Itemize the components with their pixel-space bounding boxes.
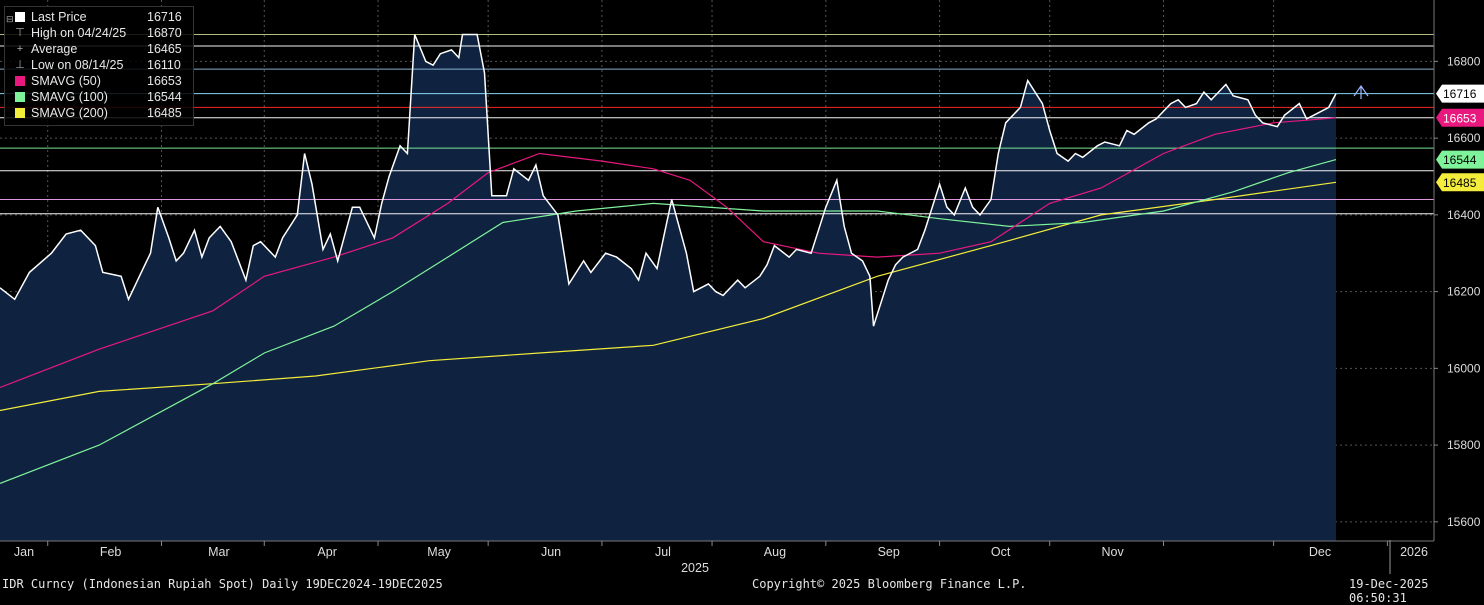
legend-row: ⊥ Low on 08/14/25 16110 — [7, 57, 189, 73]
legend-value: 16716 — [147, 10, 182, 24]
x-tick-label: Jul — [655, 545, 671, 559]
legend-value: 16485 — [147, 106, 182, 120]
legend-glyph-icon: ⊤ — [15, 27, 25, 39]
y-axis: 15600 15800 16000 16200 16400 16600 16800 — [1433, 0, 1481, 541]
price-tag-label: 16653 — [1443, 111, 1477, 125]
x-tick-label: Dec — [1309, 545, 1331, 559]
footer-ticker: IDR Curncy (Indonesian Rupiah Spot) Dail… — [2, 577, 443, 591]
legend-label: SMAVG (50) — [31, 74, 101, 88]
footer-copyright: Copyright© 2025 Bloomberg Finance L.P. — [752, 577, 1027, 591]
series-line — [0, 117, 1337, 389]
legend-label: High on 04/24/25 — [31, 26, 127, 40]
y-tick-label: 16600 — [1447, 131, 1481, 145]
legend-label: Low on 08/14/25 — [31, 58, 124, 72]
price-tag: 16716 — [1436, 84, 1484, 103]
price-tag: 16653 — [1436, 108, 1484, 127]
legend-swatch — [15, 92, 25, 102]
x-year-label: 2025 — [681, 561, 709, 575]
y-tick-label: 16400 — [1447, 208, 1481, 222]
legend-label: SMAVG (100) — [31, 90, 108, 104]
y-tick-label: 16200 — [1447, 285, 1481, 299]
footer-timestamp: 19-Dec-2025 06:50:31 — [1349, 577, 1429, 605]
x-tick-label: Oct — [991, 545, 1011, 559]
price-tag-bg — [1436, 84, 1484, 103]
legend-value: 16653 — [147, 74, 182, 88]
series-line — [0, 33, 1337, 327]
legend-value: 16544 — [147, 90, 182, 104]
price-tag-label: 16544 — [1443, 153, 1477, 167]
legend: ⊟ Last Price 16716 ⊤ High on 04/24/25 16870 +… — [4, 6, 194, 126]
legend-row: ⊤ High on 04/24/25 16870 — [7, 25, 189, 41]
legend-glyph-icon: + — [16, 43, 24, 55]
x-tick-label: Apr — [317, 545, 336, 559]
price-area — [0, 34, 1336, 541]
y-tick-label: 16000 — [1447, 361, 1481, 375]
x-tick-label: May — [427, 545, 451, 559]
price-tags: 16716 16653 16544 16485 — [1436, 84, 1484, 192]
y-tick-label: 16800 — [1447, 54, 1481, 68]
legend-glyph-icon: ⊥ — [15, 59, 25, 71]
legend-value: 16110 — [147, 58, 181, 72]
arrow-up-icon — [1353, 84, 1369, 99]
price-tag-label: 16716 — [1443, 87, 1477, 101]
legend-row: SMAVG (200) 16485 — [7, 105, 189, 121]
x-tick-label: Jan — [14, 545, 34, 559]
x-tick-label: Jun — [541, 545, 561, 559]
series-line — [0, 159, 1337, 484]
price-tag: 16485 — [1436, 173, 1484, 192]
x-tick-label: Sep — [878, 545, 900, 559]
legend-row: SMAVG (100) 16544 — [7, 89, 189, 105]
price-area-fill — [0, 34, 1336, 541]
x-tick-label: Feb — [100, 545, 122, 559]
price-tag-bg — [1436, 150, 1484, 169]
x-tick-label: Aug — [764, 545, 786, 559]
legend-value: 16465 — [147, 42, 182, 56]
legend-label: Average — [31, 42, 78, 56]
forecast-arrow-icon — [1353, 84, 1369, 99]
x-tick-label: Nov — [1101, 545, 1124, 559]
legend-value: 16870 — [147, 26, 182, 40]
legend-row: + Average 16465 — [7, 41, 189, 57]
y-tick-label: 15800 — [1447, 438, 1481, 452]
price-tag-label: 16485 — [1443, 176, 1477, 190]
x-tick-label: Mar — [208, 545, 230, 559]
price-tag-bg — [1436, 108, 1484, 127]
legend-label: SMAVG (200) — [31, 106, 108, 120]
legend-swatch — [15, 76, 25, 86]
legend-row: SMAVG (50) 16653 — [7, 73, 189, 89]
series-lines — [0, 33, 1337, 484]
legend-row: Last Price 16716 — [7, 9, 189, 25]
legend-label: Last Price — [31, 10, 87, 24]
y-tick-label: 15600 — [1447, 515, 1481, 529]
price-tag: 16544 — [1436, 150, 1484, 169]
legend-swatch — [15, 12, 25, 22]
price-tag-bg — [1436, 173, 1484, 192]
x-tick-label: 2026 — [1400, 545, 1428, 559]
level-lines — [0, 34, 1434, 215]
legend-swatch — [15, 108, 25, 118]
x-axis: Jan Feb Mar Apr May Jun Jul Aug Sep Oct Nov Dec 2026… — [0, 540, 1434, 575]
collapse-icon[interactable]: ⊟ — [6, 14, 14, 24]
